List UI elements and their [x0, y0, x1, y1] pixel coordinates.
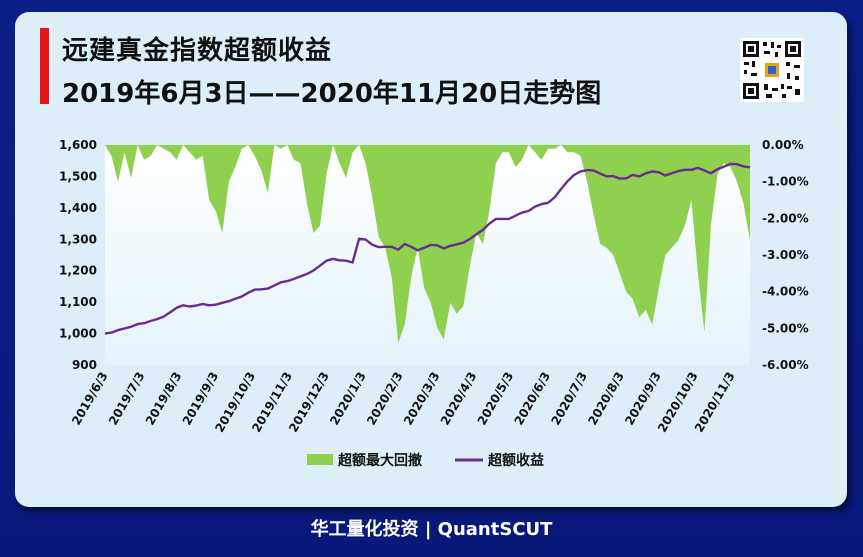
- chart-title: 远建真金指数超额收益: [62, 36, 333, 66]
- x-axis-tick-label: 2019/6/3: [69, 370, 111, 428]
- right-axis-tick-label: -2.00%: [762, 211, 809, 225]
- left-axis-tick-label: 1,000: [59, 327, 97, 341]
- footer-brand: 华工量化投资 | QuantSCUT: [310, 519, 553, 540]
- x-axis-tick-label: 2020/4/3: [438, 369, 480, 427]
- qr-code-icon: [740, 38, 804, 102]
- left-axis-tick-label: 1,500: [59, 169, 97, 183]
- x-axis-tick-label: 2020/8/3: [585, 370, 627, 428]
- left-axis-tick-label: 1,100: [59, 295, 97, 309]
- left-axis-tick-label: 1,400: [59, 201, 97, 215]
- x-axis-tick-label: 2019/9/3: [180, 370, 222, 428]
- right-axis-tick-label: -1.00%: [762, 175, 809, 189]
- x-axis-tick-label: 2020/2/3: [364, 370, 406, 428]
- x-axis-tick-label: 2020/7/3: [549, 370, 591, 428]
- left-axis-tick-label: 1,200: [59, 264, 97, 278]
- legend-swatch-drawdown: [307, 454, 333, 465]
- left-axis-tick-label: 900: [72, 358, 97, 372]
- chart-subtitle: 2019年6月3日——2020年11月20日走势图: [62, 79, 602, 109]
- right-axis-tick-label: -5.00%: [762, 321, 809, 335]
- series-line-excess-return: [104, 162, 751, 335]
- legend-label-drawdown: 超额最大回撤: [337, 452, 422, 469]
- x-axis-tick-label: 2020/9/3: [622, 370, 664, 428]
- right-axis-tick-label: -3.00%: [762, 248, 809, 262]
- x-axis-tick-label: 2019/8/3: [143, 370, 185, 428]
- x-axis-tick-label: 2019/7/3: [106, 370, 148, 428]
- left-axis-tick-label: 1,300: [59, 232, 97, 246]
- title-accent-bar: [40, 28, 49, 104]
- right-axis-tick-label: -6.00%: [762, 358, 809, 372]
- right-axis-tick-label: 0.00%: [762, 138, 804, 152]
- series-area-max-drawdown: [105, 145, 750, 343]
- legend-label-excess-return: 超额收益: [487, 452, 544, 469]
- left-axis-tick-label: 1,600: [59, 138, 97, 152]
- x-axis-tick-label: 2020/3/3: [401, 370, 443, 428]
- right-axis-tick-label: -4.00%: [762, 285, 809, 299]
- x-axis-tick-label: 2020/6/3: [512, 370, 554, 428]
- x-axis-tick-label: 2020/5/3: [475, 370, 517, 428]
- x-axis-tick-label: 2020/1/3: [327, 370, 369, 428]
